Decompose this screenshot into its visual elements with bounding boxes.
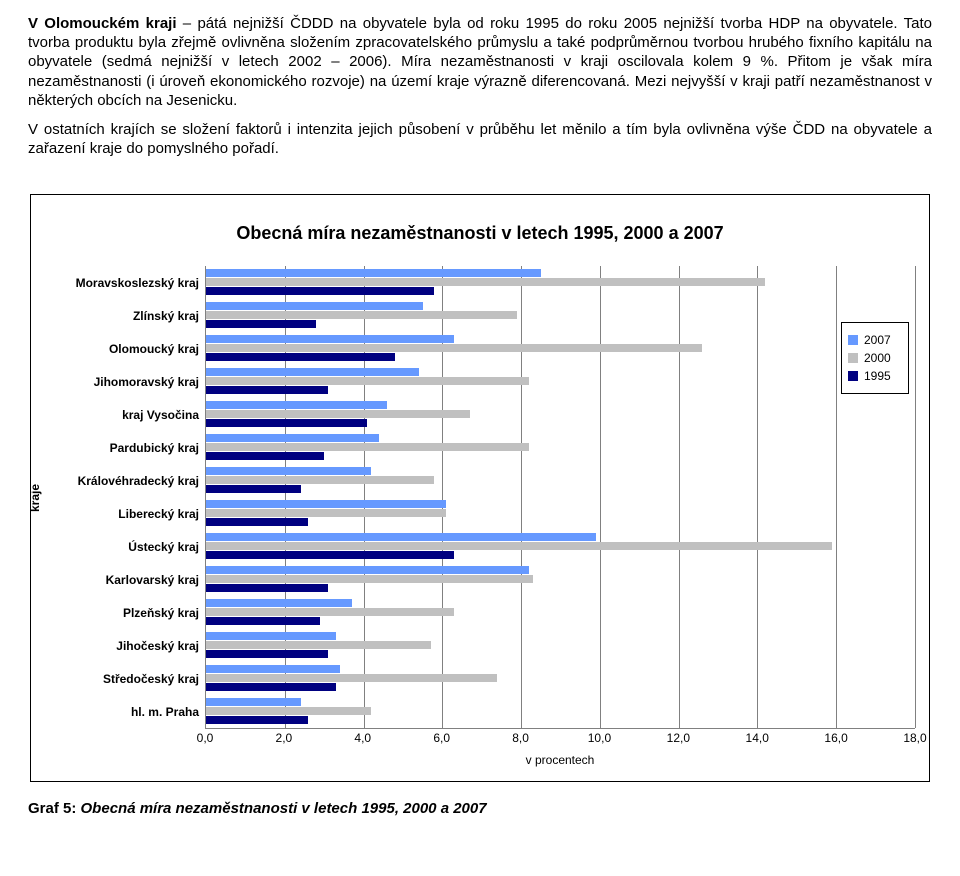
bar-group	[206, 629, 915, 662]
figure-caption: Graf 5: Obecná míra nezaměstnanosti v le…	[28, 800, 932, 817]
bar	[206, 452, 324, 460]
bar	[206, 518, 308, 526]
chart-body: kraje Moravskoslezský krajZlínský krajOl…	[45, 266, 915, 729]
x-tick: 18,0	[903, 731, 926, 745]
x-tick: 16,0	[824, 731, 847, 745]
bar	[206, 353, 395, 361]
category-label: kraj Vysočina	[45, 398, 199, 431]
bar	[206, 650, 328, 658]
x-tick: 8,0	[512, 731, 529, 745]
bar-group	[206, 365, 915, 398]
category-label: Liberecký kraj	[45, 497, 199, 530]
category-label: Ústecký kraj	[45, 530, 199, 563]
bar	[206, 698, 301, 706]
bar	[206, 632, 336, 640]
bar-group	[206, 662, 915, 695]
plot-area: 200720001995	[205, 266, 915, 729]
category-label: Pardubický kraj	[45, 431, 199, 464]
bar	[206, 716, 308, 724]
bar-group	[206, 266, 915, 299]
bar	[206, 467, 371, 475]
bar	[206, 485, 301, 493]
x-tick: 12,0	[667, 731, 690, 745]
bar-group	[206, 530, 915, 563]
bar	[206, 368, 419, 376]
paragraph-2: V ostatních krajích se složení faktorů i…	[28, 120, 932, 158]
bar	[206, 707, 371, 715]
paragraph-1: V Olomouckém kraji – pátá nejnižší ČDDD …	[28, 14, 932, 110]
bar-group	[206, 398, 915, 431]
y-axis-label: kraje	[28, 484, 42, 512]
bar	[206, 320, 316, 328]
bar	[206, 344, 702, 352]
bar-group	[206, 464, 915, 497]
bar	[206, 401, 387, 409]
bar	[206, 617, 320, 625]
x-tick: 2,0	[276, 731, 293, 745]
bar	[206, 434, 379, 442]
bar	[206, 278, 765, 286]
category-column: kraje Moravskoslezský krajZlínský krajOl…	[45, 266, 205, 729]
para1-lead: V Olomouckém kraji	[28, 15, 177, 32]
category-label: Středočeský kraj	[45, 662, 199, 695]
category-label: Jihomoravský kraj	[45, 365, 199, 398]
caption-text: Obecná míra nezaměstnanosti v letech 199…	[81, 800, 487, 817]
bar-group	[206, 332, 915, 365]
category-label: Jihočeský kraj	[45, 629, 199, 662]
bar-group	[206, 563, 915, 596]
bar	[206, 641, 431, 649]
bar	[206, 302, 423, 310]
bar-group	[206, 596, 915, 629]
x-tick: 4,0	[354, 731, 371, 745]
bar	[206, 377, 529, 385]
gridline	[915, 266, 916, 728]
bar	[206, 386, 328, 394]
category-label: Karlovarský kraj	[45, 563, 199, 596]
chart-container: Obecná míra nezaměstnanosti v letech 199…	[30, 194, 930, 782]
category-label: Plzeňský kraj	[45, 596, 199, 629]
category-label: hl. m. Praha	[45, 695, 199, 728]
bar	[206, 608, 454, 616]
bar	[206, 269, 541, 277]
bar	[206, 599, 352, 607]
bar	[206, 509, 446, 517]
bar	[206, 542, 832, 550]
bar	[206, 674, 497, 682]
bar	[206, 533, 596, 541]
caption-lead: Graf 5:	[28, 800, 81, 817]
bar	[206, 311, 517, 319]
category-label: Moravskoslezský kraj	[45, 266, 199, 299]
bar-group	[206, 299, 915, 332]
bar	[206, 287, 434, 295]
x-tick: 6,0	[433, 731, 450, 745]
bar	[206, 584, 328, 592]
bar-group	[206, 497, 915, 530]
chart-title: Obecná míra nezaměstnanosti v letech 199…	[45, 223, 915, 244]
x-tick: 10,0	[588, 731, 611, 745]
x-axis: 0,02,04,06,08,010,012,014,016,018,0	[45, 731, 915, 749]
category-label: Královéhradecký kraj	[45, 464, 199, 497]
bar	[206, 665, 340, 673]
bar	[206, 476, 434, 484]
category-label: Olomoucký kraj	[45, 332, 199, 365]
bar	[206, 443, 529, 451]
bar	[206, 335, 454, 343]
bar-group	[206, 695, 915, 728]
x-tick: 14,0	[746, 731, 769, 745]
bar	[206, 500, 446, 508]
category-label: Zlínský kraj	[45, 299, 199, 332]
bar-group	[206, 431, 915, 464]
x-axis-ticks: 0,02,04,06,08,010,012,014,016,018,0	[205, 731, 915, 749]
bar	[206, 566, 529, 574]
bar	[206, 551, 454, 559]
bar	[206, 410, 470, 418]
bar	[206, 419, 367, 427]
x-axis-label: v procentech	[45, 753, 915, 767]
x-tick: 0,0	[197, 731, 214, 745]
bar	[206, 575, 533, 583]
bar	[206, 683, 336, 691]
